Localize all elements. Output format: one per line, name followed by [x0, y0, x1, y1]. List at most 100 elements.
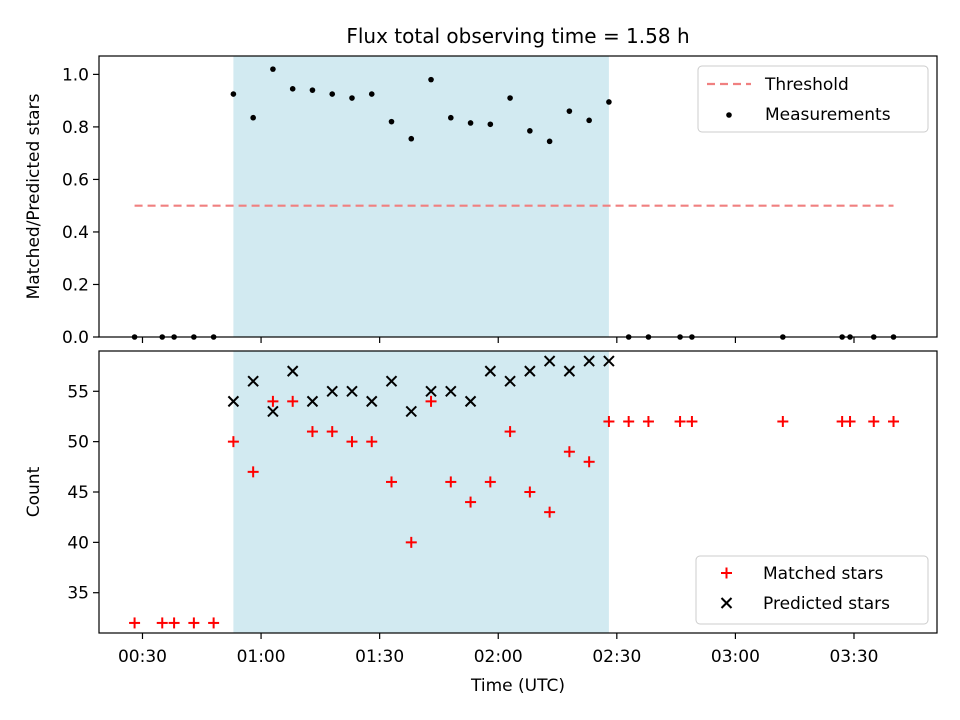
x-axis-label: Time (UTC) [470, 676, 565, 696]
matched-star-point [623, 416, 635, 427]
predicted-star-point [326, 385, 338, 397]
predicted-star-point [484, 365, 497, 377]
predicted-star-point [543, 355, 556, 367]
measurement-point [507, 95, 513, 101]
measurement-point [586, 117, 592, 124]
predicted-star-point [445, 385, 457, 397]
y-tick-label: 0.2 [62, 275, 89, 295]
bottom-panel: 35 40 45 50 55 00:30 01:00 01:30 02:00 02:30 03:00… [24, 350, 938, 667]
y-tick-label: 55 [67, 382, 89, 402]
matched-star-point [563, 446, 575, 458]
measurement-point [546, 138, 553, 145]
measurement-point [487, 121, 494, 128]
matched-star-point [306, 426, 318, 438]
matched-star-point [484, 476, 496, 488]
measurement-point [408, 135, 415, 142]
matched-star-point [366, 436, 378, 448]
measurement-point [289, 86, 296, 92]
predicted-star-point [385, 375, 398, 387]
predicted-star-point [306, 395, 319, 408]
matched-star-point [247, 466, 259, 478]
predicted-star-point [405, 405, 417, 418]
axes-frame [98, 55, 938, 338]
x-tick-label: 03:00 [711, 647, 760, 667]
y-tick-label: 0.0 [62, 328, 89, 348]
matched-star-point [425, 395, 437, 407]
matched-star-point [405, 536, 417, 548]
matched-star-point [777, 416, 789, 427]
matched-star-point [504, 426, 516, 438]
measurement-point [527, 128, 533, 134]
matched-star-point [524, 486, 536, 498]
y-tick-label: 50 [67, 433, 89, 453]
predicted-star-point [366, 395, 378, 408]
matched-star-point [686, 416, 698, 427]
matched-star-point [583, 456, 595, 468]
measurement-point [467, 120, 474, 126]
matched-star-point [674, 416, 686, 427]
predicted-star-point [425, 385, 437, 397]
observing-span [233, 351, 609, 633]
matched-star-point [465, 496, 477, 508]
matched-star-point [168, 617, 180, 629]
predicted-star-point [563, 365, 576, 377]
matched-star-point [888, 416, 900, 427]
legend-matched-swatch [721, 567, 732, 579]
matched-star-point [188, 617, 200, 629]
legend-predicted-swatch [720, 597, 733, 609]
x-tick-label: 01:30 [355, 647, 404, 667]
y-tick-label: 1.0 [62, 65, 89, 85]
y-axis-label: Count [24, 466, 44, 517]
predicted-star-point [247, 375, 259, 387]
matched-star-point [156, 617, 168, 629]
predicted-star-point [227, 395, 240, 408]
matched-star-point [326, 426, 338, 438]
legend-threshold-label: Threshold [764, 75, 849, 95]
measurement-point [566, 108, 573, 114]
top-panel: 0.0 0.2 0.4 0.6 0.8 1.0 Matched/Predicted star… [24, 55, 938, 348]
y-tick-label: 0.4 [62, 223, 89, 243]
measurement-point [270, 66, 276, 72]
predicted-star-point [524, 365, 536, 377]
predicted-star-point [286, 365, 299, 377]
y-tick-label: 0.6 [62, 170, 89, 190]
matched-star-point [386, 476, 398, 488]
predicted-star-point [267, 405, 279, 418]
legend-measurements-swatch [726, 112, 732, 118]
predicted-star-point [583, 355, 595, 367]
measurement-point [448, 114, 454, 121]
legend-matched-label: Matched stars [763, 564, 883, 584]
x-tick-label: 00:30 [118, 647, 167, 667]
measurement-point [250, 114, 256, 121]
measurement-point [230, 91, 237, 97]
chart-title: Flux total observing time = 1.58 h [346, 24, 689, 48]
matched-star-point [267, 395, 279, 407]
x-tick-label: 03:30 [829, 647, 878, 667]
y-tick-label: 35 [67, 584, 89, 604]
measurement-point [368, 91, 375, 97]
matched-star-point [868, 416, 880, 427]
y-axis-label: Matched/Predicted stars [24, 93, 44, 299]
matched-star-point [287, 395, 299, 407]
x-tick-label: 02:30 [592, 647, 641, 667]
legend-predicted-label: Predicted stars [763, 594, 890, 614]
measurement-point [329, 91, 336, 97]
measurement-point [349, 95, 355, 101]
matched-star-point [445, 476, 457, 488]
observing-span [233, 56, 609, 337]
matched-star-point [129, 617, 141, 629]
legend-box [695, 555, 929, 625]
predicted-star-point [464, 395, 477, 408]
y-tick-label: 45 [67, 483, 89, 503]
legend: Threshold Measurements [697, 65, 929, 133]
measurement-point [309, 87, 316, 93]
matched-star-point [844, 416, 856, 427]
legend: Matched stars Predicted stars [695, 555, 929, 625]
matched-star-point [227, 436, 239, 448]
matched-star-point [544, 506, 556, 518]
legend-measurements-label: Measurements [765, 105, 891, 125]
legend-box [697, 65, 929, 133]
y-tick-label: 40 [67, 533, 89, 553]
measurement-point [606, 99, 612, 105]
predicted-star-point [346, 385, 358, 397]
